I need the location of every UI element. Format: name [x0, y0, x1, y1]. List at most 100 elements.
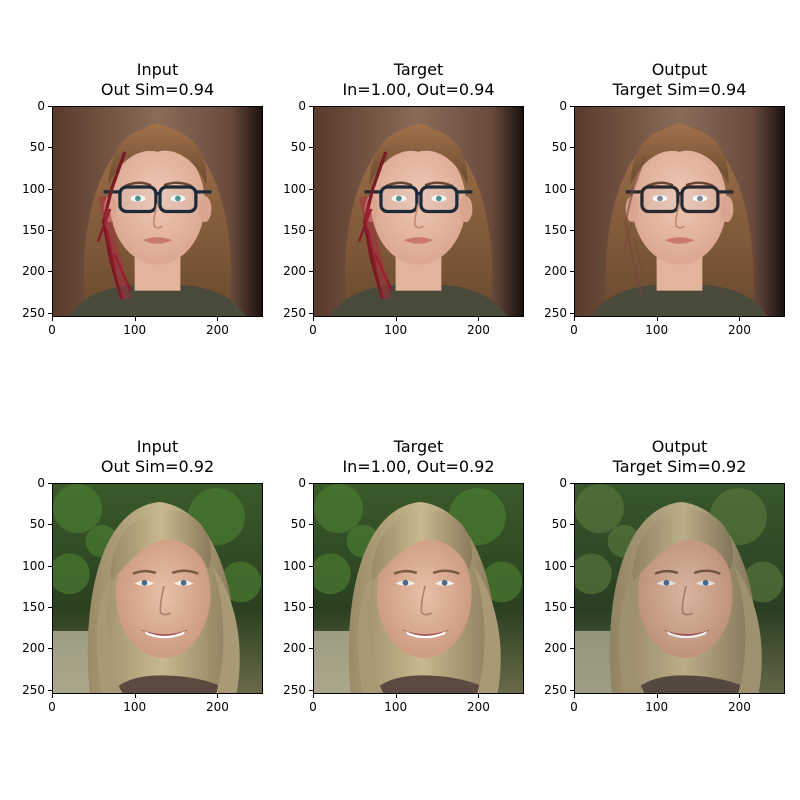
panel-title: Target In=1.00, Out=0.92 [289, 437, 549, 477]
x-tick-label: 100 [123, 700, 147, 714]
x-tick-mark [52, 694, 53, 698]
panel-title: Input Out Sim=0.94 [28, 60, 288, 100]
y-tick-mark [48, 147, 52, 149]
y-tick-label: 200 [544, 264, 567, 279]
panel-title: Output Target Sim=0.94 [550, 60, 800, 100]
y-tick-mark [570, 689, 574, 691]
y-tick-mark [309, 483, 313, 484]
y-tick-label: 150 [283, 600, 306, 615]
y-tick-mark [48, 689, 52, 691]
face-image-input [53, 107, 262, 316]
x-tick-label: 100 [645, 700, 669, 714]
y-tick-mark [570, 147, 574, 149]
x-tick-mark [313, 694, 314, 698]
y-tick-label: 100 [22, 181, 45, 196]
x-tick-label: 100 [384, 700, 408, 714]
y-tick-label: 250 [544, 682, 567, 697]
y-tick-label: 100 [22, 558, 45, 573]
y-tick-mark [48, 106, 52, 107]
y-tick-label: 250 [283, 305, 306, 320]
y-tick-label: 0 [37, 99, 45, 113]
x-tick-label: 0 [309, 700, 317, 714]
x-tick-mark [395, 694, 397, 698]
face-image-target [314, 484, 523, 693]
x-tick-label: 100 [123, 323, 147, 337]
y-tick-mark [309, 188, 313, 190]
y-tick-label: 250 [544, 305, 567, 320]
y-tick-label: 0 [37, 476, 45, 490]
x-tick-label: 200 [467, 700, 490, 714]
y-tick-label: 150 [22, 223, 45, 238]
y-tick-mark [309, 147, 313, 149]
y-tick-label: 150 [544, 223, 567, 238]
x-tick-mark [478, 317, 480, 321]
y-tick-mark [48, 524, 52, 526]
x-tick-label: 100 [645, 323, 669, 337]
x-tick-label: 0 [48, 700, 56, 714]
y-tick-label: 150 [283, 223, 306, 238]
x-tick-mark [574, 317, 575, 321]
y-tick-mark [48, 312, 52, 314]
y-tick-label: 50 [290, 140, 306, 155]
y-tick-mark [48, 648, 52, 650]
y-tick-label: 50 [29, 517, 45, 532]
panel-title: Input Out Sim=0.92 [28, 437, 288, 477]
y-tick-mark [570, 565, 574, 567]
panel-title-line1: Target [393, 60, 444, 79]
y-tick-mark [48, 483, 52, 484]
x-tick-mark [134, 317, 136, 321]
y-tick-label: 200 [22, 264, 45, 279]
panel-image [52, 483, 263, 694]
y-tick-mark [48, 271, 52, 273]
face-image-input [53, 484, 262, 693]
x-tick-label: 0 [309, 323, 317, 337]
x-tick-mark [134, 694, 136, 698]
panel-image [313, 106, 524, 317]
y-tick-label: 250 [22, 682, 45, 697]
panel-image [574, 106, 785, 317]
y-tick-mark [570, 648, 574, 650]
y-tick-label: 50 [551, 517, 567, 532]
y-tick-label: 200 [283, 641, 306, 656]
panel-title-line2: In=1.00, Out=0.92 [342, 457, 495, 476]
y-tick-label: 0 [298, 99, 306, 113]
panel-image [52, 106, 263, 317]
x-tick-label: 200 [467, 323, 490, 337]
y-tick-mark [570, 106, 574, 107]
x-tick-label: 200 [728, 323, 751, 337]
y-tick-mark [48, 230, 52, 232]
y-tick-label: 200 [283, 264, 306, 279]
face-image-output [575, 484, 784, 693]
y-tick-mark [570, 607, 574, 609]
y-tick-label: 0 [559, 99, 567, 113]
y-tick-mark [570, 230, 574, 232]
y-tick-label: 250 [283, 682, 306, 697]
panel-title-line1: Output [651, 437, 708, 456]
y-tick-mark [309, 106, 313, 107]
y-tick-label: 0 [298, 476, 306, 490]
x-tick-mark [217, 317, 219, 321]
x-tick-label: 200 [728, 700, 751, 714]
panel-title-line2: Out Sim=0.94 [100, 80, 215, 99]
y-tick-label: 150 [544, 600, 567, 615]
y-tick-mark [570, 271, 574, 273]
y-tick-mark [309, 565, 313, 567]
face-image-output [575, 107, 784, 316]
y-tick-mark [309, 271, 313, 273]
y-tick-label: 250 [22, 305, 45, 320]
x-tick-mark [52, 317, 53, 321]
y-tick-label: 50 [29, 140, 45, 155]
x-tick-mark [739, 317, 741, 321]
y-tick-label: 150 [22, 600, 45, 615]
x-tick-label: 100 [384, 323, 408, 337]
y-tick-mark [309, 524, 313, 526]
x-tick-label: 200 [206, 700, 229, 714]
x-tick-mark [313, 317, 314, 321]
y-tick-mark [570, 188, 574, 190]
x-tick-mark [656, 694, 658, 698]
panel-title-line2: Out Sim=0.92 [100, 457, 215, 476]
y-tick-mark [48, 188, 52, 190]
y-tick-mark [48, 565, 52, 567]
panel-image [574, 483, 785, 694]
x-tick-label: 0 [570, 700, 578, 714]
